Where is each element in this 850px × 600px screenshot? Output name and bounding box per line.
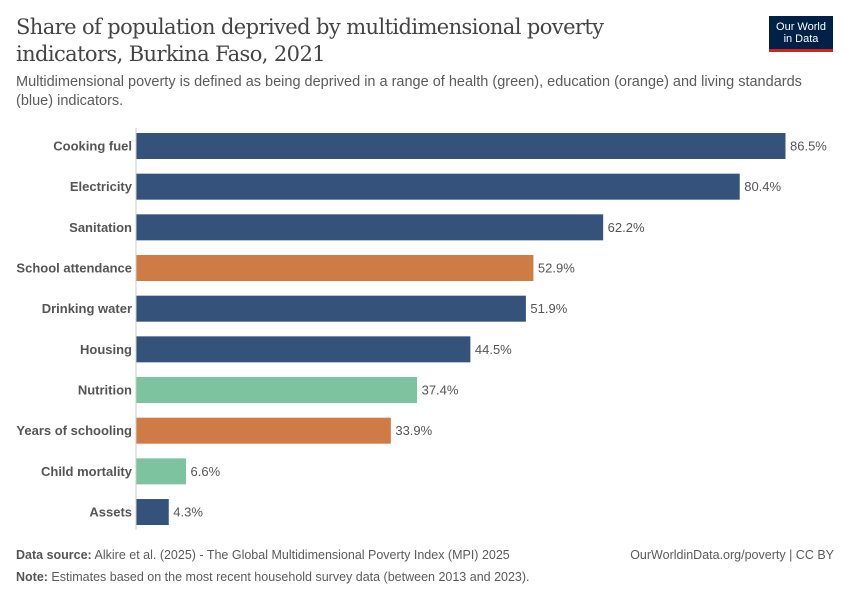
bar (136, 173, 740, 200)
bar (136, 295, 526, 322)
category-label: Nutrition (78, 383, 132, 398)
logo-line-1: Our World (776, 20, 826, 33)
value-label: 62.2% (608, 220, 645, 235)
category-label: Housing (80, 342, 132, 357)
bar (136, 417, 391, 444)
value-label: 33.9% (395, 423, 432, 438)
category-label: Years of schooling (16, 423, 132, 438)
credit-link[interactable]: OurWorldinData.org/poverty | CC BY (630, 548, 834, 562)
bar (136, 214, 604, 241)
note: Note: Estimates based on the most recent… (16, 570, 530, 584)
bar (136, 499, 169, 526)
bar (136, 255, 534, 282)
chart-subtitle: Multidimensional poverty is defined as b… (16, 74, 802, 109)
chart-title: Share of population deprived by multidim… (16, 15, 604, 66)
category-label: Cooking fuel (53, 139, 132, 154)
category-label: Drinking water (42, 301, 132, 316)
category-label: Electricity (70, 179, 133, 194)
note-text: Estimates based on the most recent house… (47, 570, 530, 584)
value-label: 80.4% (744, 179, 781, 194)
data-source: Data source: Alkire et al. (2025) - The … (16, 548, 510, 562)
value-label: 44.5% (475, 342, 512, 357)
value-label: 51.9% (530, 301, 567, 316)
category-label: Sanitation (69, 220, 132, 235)
source-text[interactable]: Alkire et al. (2025) - The Global Multid… (91, 548, 510, 562)
value-label: 52.9% (538, 261, 575, 276)
note-label: Note: (16, 570, 48, 584)
bar (136, 458, 187, 485)
value-label: 37.4% (422, 383, 459, 398)
bar (136, 336, 471, 363)
category-label: School attendance (16, 261, 132, 276)
value-label: 86.5% (790, 139, 827, 154)
source-label: Data source: (16, 548, 92, 562)
value-label: 4.3% (173, 505, 203, 520)
category-label: Child mortality (41, 464, 133, 479)
value-label: 6.6% (191, 464, 221, 479)
category-label: Assets (89, 505, 132, 520)
owid-logo[interactable]: Our World in Data (769, 16, 833, 52)
logo-line-2: in Data (783, 32, 819, 45)
bar (136, 133, 786, 159)
bar (136, 377, 418, 404)
